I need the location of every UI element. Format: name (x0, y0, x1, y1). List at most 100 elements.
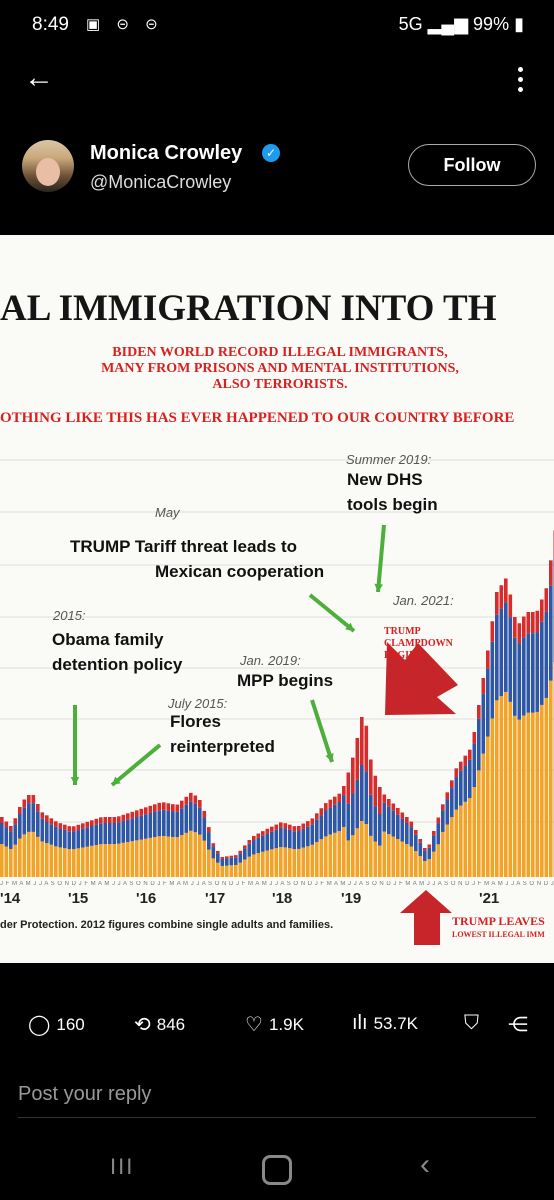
bar-blue (310, 824, 315, 845)
annotation-arrow (310, 699, 334, 763)
bar-blue (355, 779, 360, 829)
bar-blue (540, 621, 544, 705)
bar-orange (216, 862, 220, 877)
bar-orange (184, 832, 189, 877)
author-handle[interactable]: @MonicaCrowley (90, 172, 232, 192)
bar-red (513, 617, 517, 638)
bar-blue (472, 743, 477, 788)
divider (18, 1117, 536, 1118)
bar-blue (517, 643, 522, 720)
bar-blue (252, 840, 256, 855)
recent-apps-icon[interactable]: III (110, 1154, 135, 1179)
bar-orange (162, 835, 166, 877)
bar-orange (193, 832, 198, 877)
subtitle-line-1: BIDEN WORLD RECORD ILLEGAL IMMIGRANTS, (112, 345, 448, 360)
bookmark-icon[interactable]: ⛉ (464, 1012, 479, 1034)
bar-blue (67, 831, 72, 850)
bar-blue (315, 819, 319, 842)
bar-red (427, 844, 432, 848)
like-action[interactable]: ♡ 1.9K (245, 1012, 304, 1037)
views-action[interactable]: ılı 53.7K (352, 1012, 418, 1035)
bar-blue (432, 835, 436, 852)
bar-blue (490, 641, 495, 719)
bar-red (4, 821, 9, 828)
bar-blue (459, 770, 463, 806)
bar-red (117, 816, 121, 823)
bar-orange (252, 854, 256, 877)
back-arrow-icon[interactable]: ← (24, 61, 54, 94)
year-label: '19 (341, 890, 362, 907)
bar-red (180, 800, 184, 809)
bar-orange (166, 836, 171, 877)
bar-orange (490, 718, 495, 877)
bar-red (94, 818, 99, 825)
bar-orange (387, 834, 391, 877)
trump-leaves-line-2: LOWEST ILLEGAL IMM (452, 930, 545, 939)
bar-orange (292, 849, 297, 877)
avatar[interactable] (22, 140, 74, 192)
bar-red (409, 821, 414, 828)
bar-red (216, 851, 220, 854)
author-name[interactable]: Monica Crowley (90, 142, 243, 164)
bar-orange (297, 848, 301, 877)
bar-red (72, 826, 76, 832)
bar-orange (76, 848, 81, 877)
bar-red (297, 825, 301, 832)
bar-red (454, 768, 459, 778)
bar-blue (207, 832, 211, 850)
bar-red (355, 737, 360, 780)
bar-blue (112, 823, 117, 844)
bar-orange (535, 711, 540, 877)
post-image[interactable]: AL IMMIGRATION INTO TH BIDEN WORLD RECOR… (0, 235, 554, 963)
bar-orange (436, 844, 441, 877)
bar-blue (261, 835, 265, 852)
bar-orange (400, 841, 405, 877)
bar-red (207, 827, 211, 833)
bar-orange (99, 844, 103, 877)
bar-red (517, 623, 522, 644)
bar-blue (63, 829, 67, 849)
home-icon[interactable] (262, 1155, 292, 1185)
repost-icon: ⟲ (134, 1014, 151, 1036)
bar-blue (364, 771, 369, 825)
bar-orange (40, 841, 45, 877)
bar-blue (454, 777, 459, 810)
bar-blue (229, 857, 234, 866)
bar-blue (436, 823, 441, 845)
annotation-arrow-head (374, 583, 384, 592)
bar-blue (522, 637, 526, 716)
bar-red (40, 812, 45, 819)
bar-orange (346, 840, 351, 877)
share-icon[interactable]: ⋲ (508, 1014, 528, 1036)
bar-blue (216, 853, 220, 863)
bar-orange (481, 753, 486, 877)
annotation-2015-date: 2015: (53, 608, 86, 623)
bar-red (463, 755, 468, 766)
bar-red (481, 678, 486, 694)
bar-blue (288, 829, 292, 849)
bar-blue (126, 819, 130, 842)
verified-badge-icon: ✓ (262, 144, 280, 162)
back-icon[interactable]: ‹ (420, 1148, 430, 1181)
bar-orange (355, 828, 360, 877)
notification-icons: ▣ ⊝ ⊝ (86, 16, 164, 33)
more-options-icon[interactable] (510, 62, 530, 98)
bar-orange (94, 845, 99, 877)
bar-red (490, 621, 495, 642)
reply-input[interactable]: Post your reply (18, 1083, 152, 1105)
bar-red (193, 795, 198, 804)
bar-orange (153, 837, 157, 877)
follow-button[interactable]: Follow (408, 144, 536, 186)
bar-orange (27, 831, 31, 877)
bar-red (274, 824, 279, 830)
bar-orange (171, 836, 175, 877)
bar-red (148, 805, 153, 813)
annotation-july-2015-date: July 2015: (168, 696, 228, 711)
bar-blue (58, 828, 63, 848)
repost-action[interactable]: ⟲ 846 (134, 1012, 185, 1037)
bar-blue (117, 822, 121, 844)
annotation-arrow-head (70, 777, 80, 785)
reply-action[interactable]: ◯ 160 (28, 1012, 85, 1037)
bar-orange (72, 849, 76, 877)
bar-red (36, 804, 40, 812)
